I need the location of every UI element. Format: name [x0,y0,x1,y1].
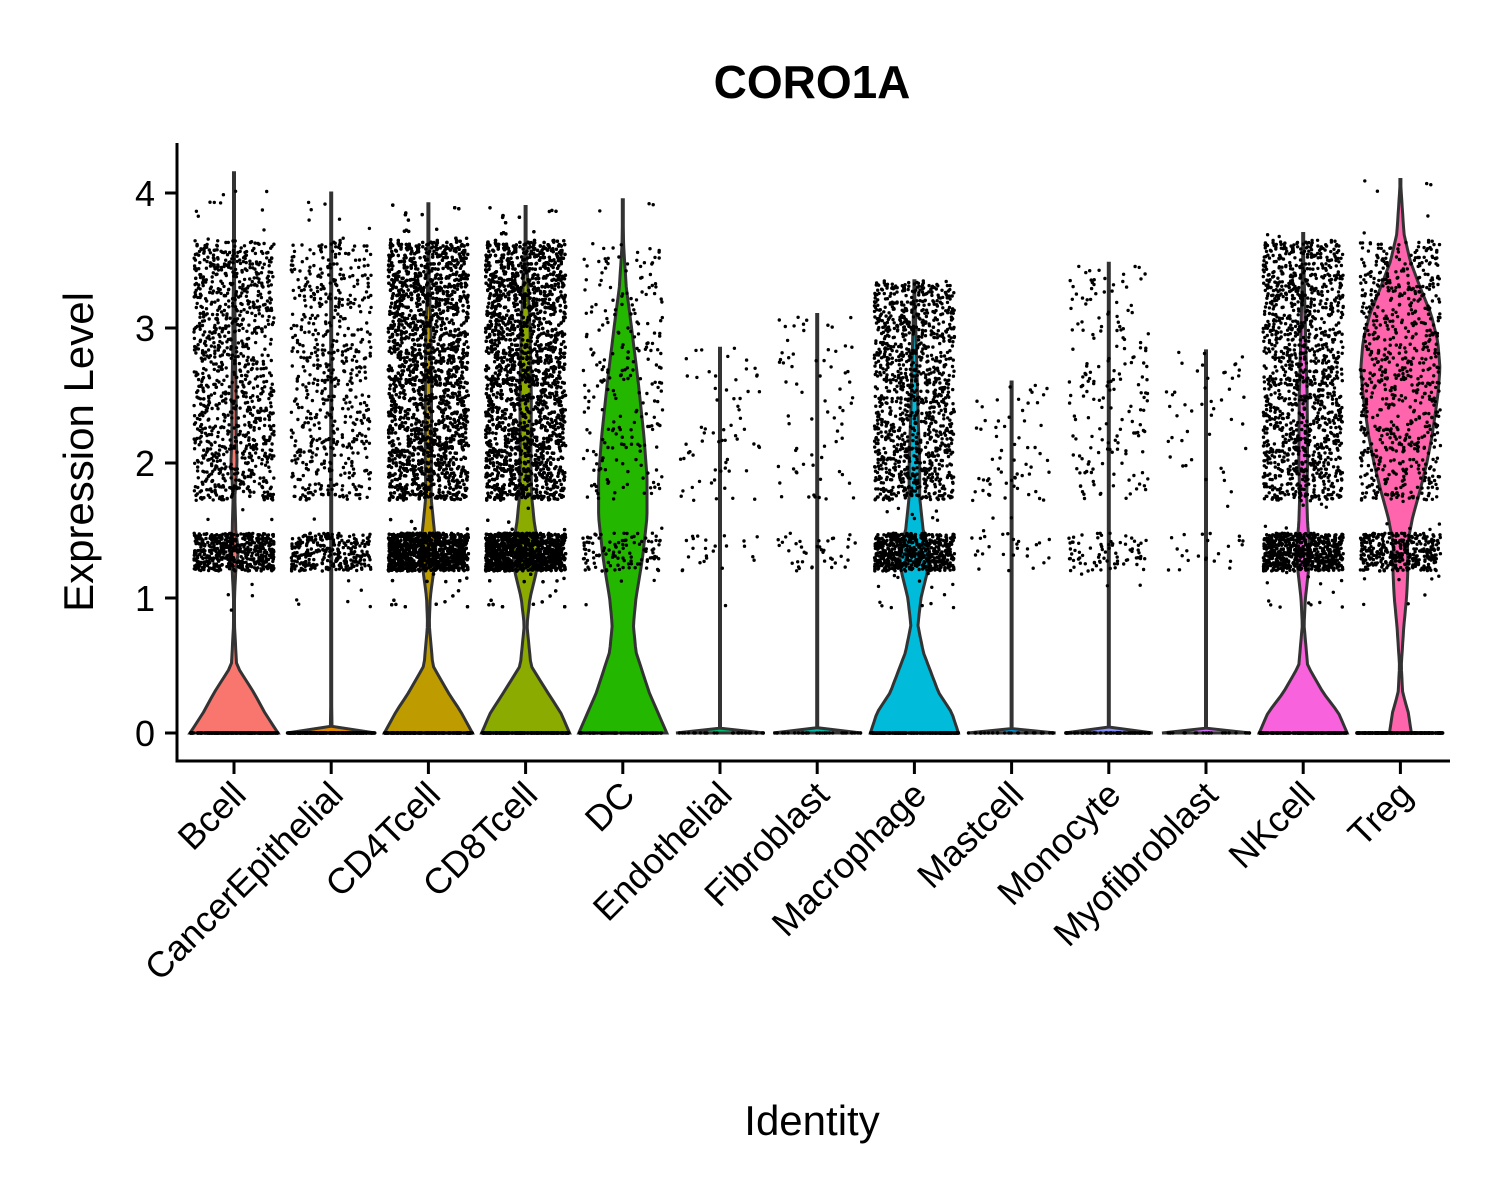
violin-Endothelial [675,346,765,735]
points-CD4Tcell [382,203,474,735]
x-tick-label: Treg [1340,774,1420,854]
x-axis-title: Identity [744,1097,879,1144]
x-tick-label: DC [577,774,643,840]
points-Monocyte [1064,264,1152,735]
points-CancerEpithelial [285,200,377,735]
chart-title: CORO1A [714,56,911,108]
y-tick-label: 0 [135,713,155,754]
points-DC [578,202,665,735]
points-Myofibroblast [1164,350,1252,735]
violin-Macrophage [868,279,961,735]
y-tick-label: 2 [135,443,155,484]
y-tick-label: 4 [135,173,155,214]
violin-Fibroblast [773,313,862,735]
x-tick-label: NKcell [1220,774,1323,877]
points-Treg [1355,179,1445,735]
points-Macrophage [868,279,961,735]
violin-Mastcell [967,380,1056,735]
violin-Myofibroblast [1161,349,1251,735]
y-axis-title: Expression Level [55,292,102,612]
jitter-points [188,179,1445,735]
y-ticks: 0 1 2 3 4 [135,173,177,754]
x-tick-label: Bcell [169,774,253,858]
violins [187,171,1442,735]
violin-DC [576,198,670,735]
points-Mastcell [966,383,1056,735]
points-NKcell [1257,233,1349,735]
points-CD8Tcell [480,206,571,735]
violin-Monocyte [1064,261,1154,735]
points-Bcell [188,189,280,735]
points-Endothelial [677,346,765,735]
y-tick-label: 1 [135,578,155,619]
points-Fibroblast [773,315,863,735]
y-tick-label: 3 [135,308,155,349]
